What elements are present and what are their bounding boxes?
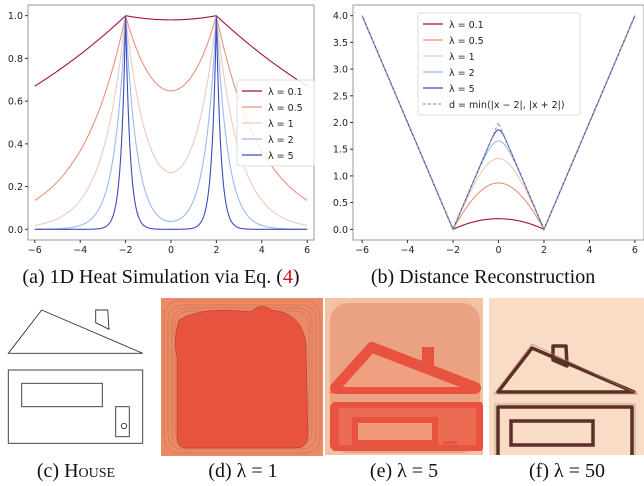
legend-box [417,12,581,116]
x-tick-label: 2 [213,245,219,256]
x-tick-label: 0 [168,245,174,256]
window-shape [21,382,103,408]
heat-simulation-chart: −6 −4 −2 0 2 4 60.00.20.40.60.81.0λ = 0.1λ = 0… [8,4,315,256]
x-tick-label: 6 [304,245,310,256]
y-tick-label: 0.6 [8,97,23,108]
legend-label: λ = 5 [268,151,294,162]
y-tick-label: 0.4 [8,139,23,150]
roof-shape [7,309,143,354]
caption-a-text: (a) 1D Heat Simulation via Eq. ( [22,266,283,288]
caption-c-prefix: (c) [36,460,65,482]
x-tick-label: −2 [446,245,460,256]
x-tick-label: −6 [355,245,369,256]
caption-e: (e) λ = 5 [369,460,439,482]
caption-c-name: House [64,460,116,482]
legend-label: λ = 0.5 [449,36,484,47]
y-tick-label: 1.0 [8,11,23,22]
x-tick-label: 4 [259,245,265,256]
y-tick-label: 1.5 [333,145,348,156]
y-tick-label: 2.0 [333,118,348,129]
chimney-shape [95,309,110,331]
distance-reconstruction-chart: −6 −4 −2 0 2 4 6 0.0 0.5 1.0 1.5 2.0 2.5 3.0 3.5 4.0 λ =… [333,4,644,256]
door-shape [115,406,130,438]
x-tick-label: −4 [401,245,415,256]
heatmap-lambda-5 [325,298,483,455]
heatmap-lambda-1 [161,298,323,456]
legend-label: λ = 0.1 [268,87,303,98]
knob-shape [120,422,128,430]
legend-label: λ = 0.5 [268,103,303,114]
legend-label: λ = 1 [268,119,294,130]
legend-label: λ = 2 [449,68,475,79]
series-line-3 [34,15,308,230]
legend: λ = 0.1 λ = 0.5 λ = 1 λ = 2 λ = 5 [236,79,315,167]
y-tick-label: 3.5 [333,38,348,49]
x-tick-label: −4 [73,245,87,256]
y-tick-label: 0.2 [8,182,23,193]
series-line-0 [34,15,308,87]
equation-ref-link[interactable]: 4 [282,266,293,288]
legend-label: λ = 2 [268,135,294,146]
series-line-4 [34,15,308,230]
x-tick-label: 0 [495,245,501,256]
x-tick-label: 2 [541,245,547,256]
y-tick-label: 2.5 [333,91,348,102]
caption-f: (f) λ = 50 [529,460,605,482]
caption-c: (c) House [37,460,115,483]
y-tick-label: 0.5 [333,198,348,209]
legend: λ = 0.1 λ = 0.5 λ = 1 λ = 2 λ = 5 d = min(|x … [417,12,581,116]
legend-label: λ = 0.1 [449,20,484,31]
x-tick-label: 6 [632,245,638,256]
body-shape [7,369,144,444]
y-tick-label: 0.8 [8,54,23,65]
heatmap-lambda-50 [489,298,644,455]
legend-label: λ = 1 [449,52,475,63]
series-line-5 [361,15,636,231]
caption-b: (b) Distance Reconstruction [370,266,596,288]
caption-a-suffix: ) [292,266,300,288]
y-tick-label: 0.0 [8,225,23,236]
legend-label: λ = 5 [449,84,475,95]
y-tick-label: 4.0 [333,11,348,22]
y-tick-label: 1.0 [333,171,348,182]
x-tick-label: −6 [28,245,42,256]
caption-d: (d) λ = 1 [208,460,278,482]
y-tick-label: 0.0 [333,225,348,236]
y-tick-label: 3.0 [333,65,348,76]
legend-label: d = min(|x − 2|, |x + 2|) [449,100,565,111]
x-tick-label: −2 [119,245,133,256]
series-line-2 [34,15,308,226]
x-tick-label: 4 [586,245,592,256]
legend-box [236,79,315,167]
house-outline-image [7,309,144,444]
caption-a: (a) 1D Heat Simulation via Eq. (4) [22,266,299,289]
